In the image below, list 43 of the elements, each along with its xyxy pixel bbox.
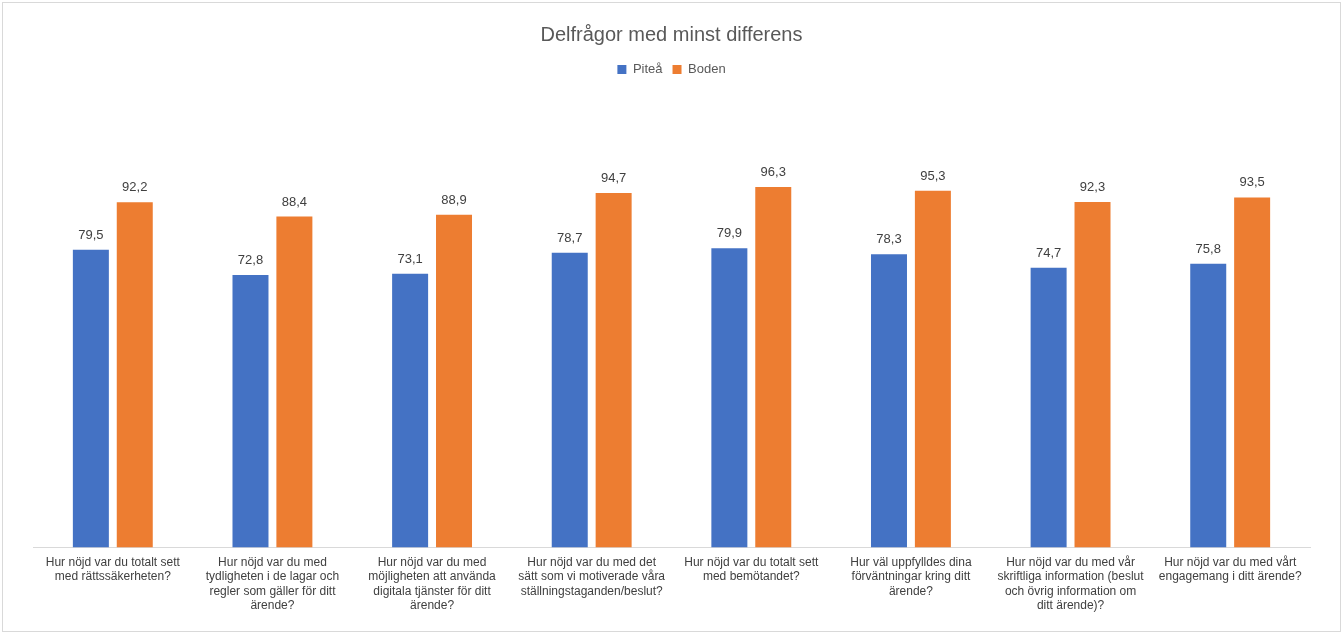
x-tick-label: Hur nöjd var du med tydligheten i de lagar och regler som gäller för ditt ärende? [205, 554, 340, 613]
bar [392, 273, 429, 548]
data-label: 88,9 [441, 191, 467, 207]
legend-label: Boden [688, 61, 726, 77]
data-label: 79,5 [78, 226, 104, 242]
bar [1030, 267, 1067, 548]
x-tick-label: Hur nöjd var du med det sätt som vi motiverade våra ställningstaganden/beslut? [518, 554, 666, 598]
bar [595, 192, 632, 548]
bar [1074, 201, 1111, 548]
data-label: 94,7 [600, 170, 627, 185]
x-tick-label: Hur nöjd var du totalt sett med rättssäkerheten? [45, 554, 181, 584]
data-label: 74,7 [1035, 244, 1062, 260]
bar [551, 252, 588, 548]
data-label: 92,3 [1079, 178, 1106, 194]
bar [436, 214, 473, 548]
x-tick-label: Hur väl uppfylldes dina förväntningar kring ditt ärende? [850, 554, 972, 598]
data-label: 78,7 [557, 229, 583, 245]
data-label: 92,2 [122, 179, 148, 195]
bar [711, 248, 748, 548]
bar [914, 190, 951, 548]
data-label: 95,3 [920, 167, 946, 183]
x-tick-label: Hur nöjd var du med vårt engagemang i ditt ärende? [1158, 554, 1302, 584]
x-tick-label: Hur nöjd var du totalt sett med bemötandet? [684, 554, 820, 584]
data-label: 75,8 [1195, 240, 1221, 256]
x-tick-label: Hur nöjd var du med möjligheten att använda digitala tjänster för ditt ärende? [368, 554, 497, 613]
data-label: 73,1 [397, 250, 423, 266]
data-label: 93,5 [1239, 174, 1265, 190]
data-label: 88,4 [281, 193, 308, 209]
bar [72, 249, 109, 548]
chart-title: Delfrågor med minst differens [540, 22, 803, 45]
bar [1234, 197, 1271, 548]
bar [232, 274, 269, 548]
bar [276, 216, 313, 548]
bar [1190, 263, 1227, 548]
bar [755, 186, 792, 548]
x-tick-label: Hur nöjd var du med vår skriftliga information (beslut och övrig information om ditt ärende)? [997, 554, 1145, 613]
data-label: 96,3 [760, 164, 786, 180]
data-label: 72,8 [237, 251, 264, 267]
bar [870, 254, 907, 548]
bar [116, 202, 153, 548]
data-label: 79,9 [716, 225, 743, 241]
legend-label: Piteå [632, 61, 664, 77]
data-label: 78,3 [876, 231, 902, 247]
